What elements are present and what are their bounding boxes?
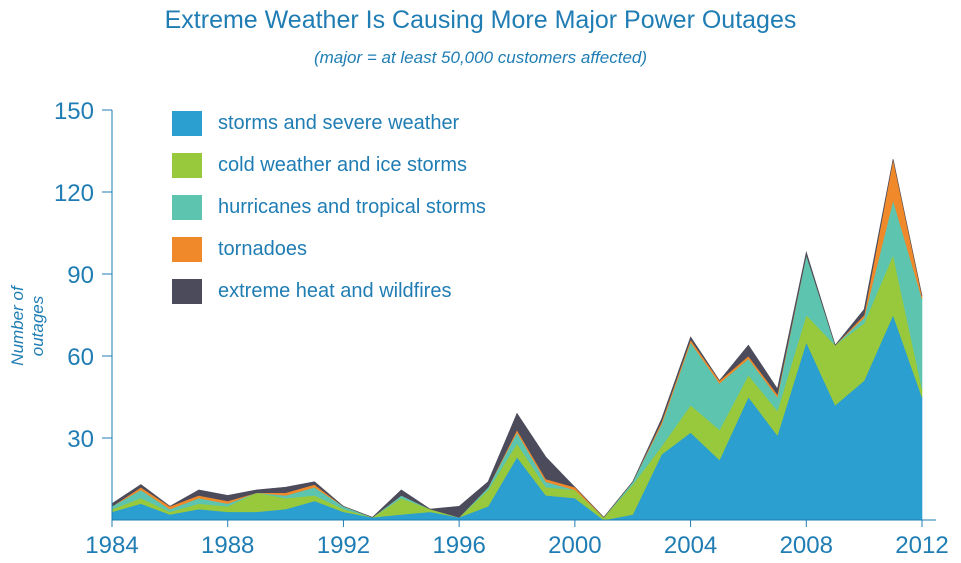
x-tick-label: 1996 (432, 532, 485, 559)
y-tick-label: 120 (54, 180, 94, 207)
chart-subtitle: (major = at least 50,000 customers affec… (313, 48, 648, 67)
legend-swatch (172, 194, 202, 220)
y-tick-label: 30 (67, 426, 94, 453)
legend-item: cold weather and ice storms (172, 152, 486, 178)
area-series-5 (111, 159, 923, 518)
x-tick-label: 1984 (85, 532, 138, 559)
legend-label: extreme heat and wildfires (218, 279, 452, 302)
legend-swatch (172, 110, 202, 136)
legend-item: storms and severe weather (172, 110, 486, 136)
y-tick-label: 90 (67, 262, 94, 289)
x-tick-label: 1988 (201, 532, 254, 559)
chart-title: Extreme Weather Is Causing More Major Po… (164, 6, 797, 34)
legend-label: cold weather and ice storms (218, 153, 468, 176)
x-tick-label: 2004 (664, 532, 717, 559)
x-tick-label: 2008 (780, 532, 833, 559)
legend-swatch (172, 278, 202, 304)
legend-item: hurricanes and tropical storms (172, 194, 486, 220)
y-tick-label: 60 (67, 344, 94, 371)
x-tick-label: 2012 (895, 532, 948, 559)
x-tick-label: 2000 (548, 532, 601, 559)
y-tick-label: 150 (54, 98, 94, 125)
legend-label: tornadoes (218, 237, 307, 260)
legend-label: storms and severe weather (218, 111, 460, 134)
legend-swatch (172, 152, 202, 178)
legend: storms and severe weather cold weather an… (172, 110, 486, 320)
legend-item: extreme heat and wildfires (172, 278, 486, 304)
legend-label: hurricanes and tropical storms (218, 195, 486, 218)
legend-item: tornadoes (172, 236, 486, 262)
legend-swatch (172, 236, 202, 262)
axes: 30 60 90 120 150 1984 1988 1992 1996 2000 2004 2008… (54, 98, 949, 559)
x-tick-label: 1992 (317, 532, 370, 559)
